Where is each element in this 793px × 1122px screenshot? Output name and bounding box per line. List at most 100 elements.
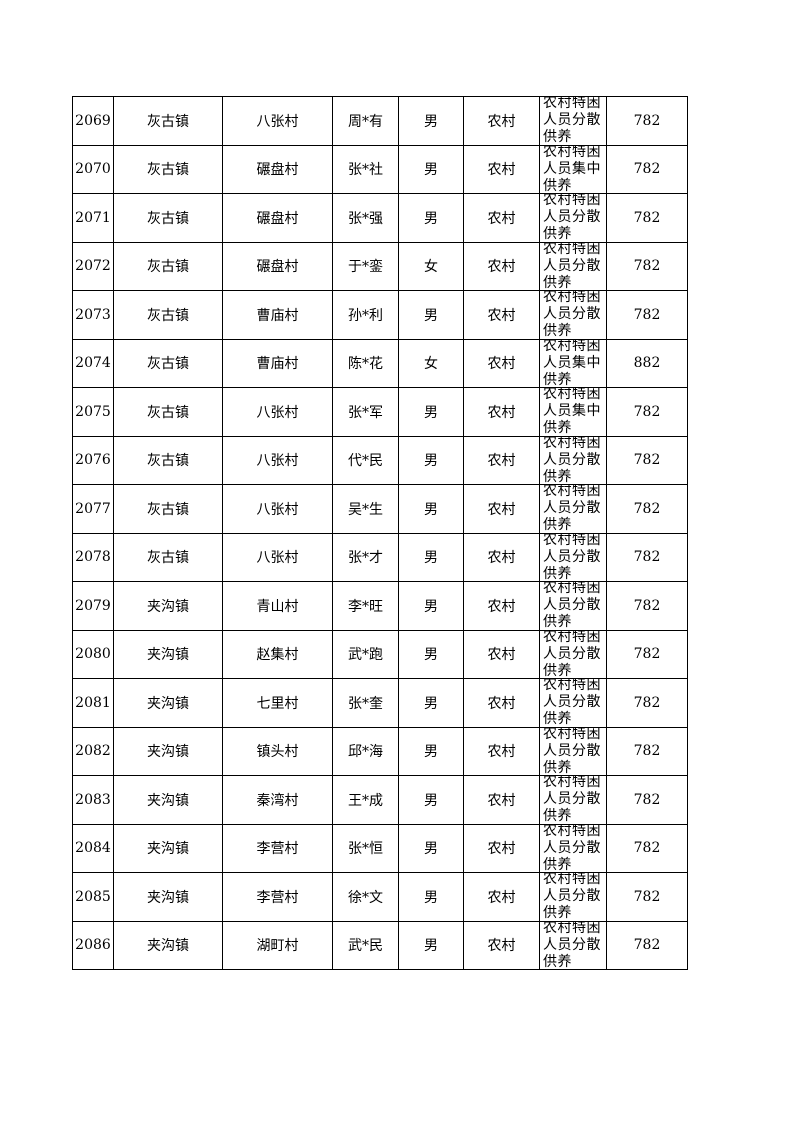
village-cell: 碾盘村: [222, 241, 333, 291]
gender-cell: 男: [398, 581, 464, 631]
village-cell: 七里村: [222, 678, 333, 728]
table-row: 2078 灰古镇 八张村 张*才男农村 农村特困人员分散供养 782: [72, 532, 688, 582]
support-category-text: 农村特困人员分散供养: [543, 436, 601, 484]
amount-cell: 782: [606, 920, 688, 970]
town-cell: 夹沟镇: [113, 920, 223, 970]
row-number-cell: 2086: [72, 920, 114, 970]
support-category-text: 农村特困人员分散供养: [543, 533, 601, 581]
residence-type-cell: 农村: [463, 290, 540, 340]
person-name-cell: 张*社: [332, 144, 399, 194]
village-cell: 赵集村: [222, 629, 333, 679]
gender-cell: 男: [398, 290, 464, 340]
support-category-text: 农村特困人员分散供养: [543, 242, 601, 290]
town-cell: 灰古镇: [113, 532, 223, 582]
amount-cell: 782: [606, 872, 688, 922]
residence-type-cell: 农村: [463, 872, 540, 922]
town-cell: 灰古镇: [113, 290, 223, 340]
residence-type-cell: 农村: [463, 144, 540, 194]
town-cell: 灰古镇: [113, 435, 223, 485]
amount-cell: 782: [606, 193, 688, 243]
person-name-cell: 孙*利: [332, 290, 399, 340]
support-category-cell: 农村特困人员集中供养: [539, 387, 607, 437]
person-name-cell: 武*跑: [332, 629, 399, 679]
village-cell: 镇头村: [222, 726, 333, 776]
support-category-cell: 农村特困人员分散供养: [539, 532, 607, 582]
gender-cell: 男: [398, 775, 464, 825]
row-number-cell: 2082: [72, 726, 114, 776]
data-table: 2069 灰古镇 八张村 周*有男农村 农村特困人员分散供养 782 2070 灰古镇 碾盘村张…: [72, 96, 688, 970]
table-row: 2077 灰古镇 八张村 吴*生男农村 农村特困人员分散供养 782: [72, 484, 688, 534]
row-number-cell: 2076: [72, 435, 114, 485]
row-number-cell: 2069: [72, 96, 114, 146]
row-number-cell: 2081: [72, 678, 114, 728]
row-number-cell: 2083: [72, 775, 114, 825]
amount-cell: 882: [606, 338, 688, 388]
residence-type-cell: 农村: [463, 775, 540, 825]
support-category-cell: 农村特困人员分散供养: [539, 823, 607, 873]
gender-cell: 男: [398, 96, 464, 146]
amount-cell: 782: [606, 387, 688, 437]
table-row: 2084 夹沟镇 李营村 张*恒男农村 农村特困人员分散供养 782: [72, 823, 688, 873]
support-category-cell: 农村特困人员分散供养: [539, 435, 607, 485]
amount-cell: 782: [606, 775, 688, 825]
support-category-text: 农村特困人员集中供养: [543, 388, 601, 436]
row-number-cell: 2080: [72, 629, 114, 679]
residence-type-cell: 农村: [463, 484, 540, 534]
row-number-cell: 2072: [72, 241, 114, 291]
village-cell: 八张村: [222, 484, 333, 534]
village-cell: 李营村: [222, 872, 333, 922]
gender-cell: 男: [398, 144, 464, 194]
table-row: 2072 灰古镇 碾盘村 于*銮女农村 农村特困人员分散供养 782: [72, 241, 688, 291]
person-name-cell: 李*旺: [332, 581, 399, 631]
row-number-cell: 2075: [72, 387, 114, 437]
village-cell: 碾盘村: [222, 193, 333, 243]
gender-cell: 男: [398, 726, 464, 776]
gender-cell: 男: [398, 872, 464, 922]
residence-type-cell: 农村: [463, 241, 540, 291]
support-category-cell: 农村特困人员分散供养: [539, 241, 607, 291]
residence-type-cell: 农村: [463, 629, 540, 679]
support-category-cell: 农村特困人员分散供养: [539, 290, 607, 340]
support-category-text: 农村特困人员分散供养: [543, 485, 601, 533]
residence-type-cell: 农村: [463, 920, 540, 970]
person-name-cell: 王*成: [332, 775, 399, 825]
person-name-cell: 邱*海: [332, 726, 399, 776]
residence-type-cell: 农村: [463, 726, 540, 776]
village-cell: 青山村: [222, 581, 333, 631]
support-category-text: 农村特困人员集中供养: [543, 145, 601, 193]
row-number-cell: 2078: [72, 532, 114, 582]
town-cell: 灰古镇: [113, 387, 223, 437]
support-category-text: 农村特困人员分散供养: [543, 727, 601, 775]
table-row: 2085 夹沟镇 李营村 徐*文男农村 农村特困人员分散供养 782: [72, 872, 688, 922]
support-category-text: 农村特困人员分散供养: [543, 921, 601, 969]
support-category-cell: 农村特困人员分散供养: [539, 629, 607, 679]
residence-type-cell: 农村: [463, 338, 540, 388]
table-row: 2082 夹沟镇 镇头村 邱*海男农村 农村特困人员分散供养 782: [72, 726, 688, 776]
support-category-cell: 农村特困人员集中供养: [539, 144, 607, 194]
village-cell: 碾盘村: [222, 144, 333, 194]
support-category-cell: 农村特困人员分散供养: [539, 920, 607, 970]
table-row: 2069 灰古镇 八张村 周*有男农村 农村特困人员分散供养 782: [72, 96, 688, 146]
gender-cell: 女: [398, 338, 464, 388]
amount-cell: 782: [606, 726, 688, 776]
row-number-cell: 2084: [72, 823, 114, 873]
gender-cell: 男: [398, 435, 464, 485]
support-category-text: 农村特困人员分散供养: [543, 630, 601, 678]
village-cell: 曹庙村: [222, 290, 333, 340]
support-category-text: 农村特困人员分散供养: [543, 824, 601, 872]
person-name-cell: 代*民: [332, 435, 399, 485]
village-cell: 曹庙村: [222, 338, 333, 388]
amount-cell: 782: [606, 532, 688, 582]
support-category-cell: 农村特困人员集中供养: [539, 338, 607, 388]
village-cell: 湖町村: [222, 920, 333, 970]
row-number-cell: 2073: [72, 290, 114, 340]
town-cell: 夹沟镇: [113, 872, 223, 922]
table-row: 2075 灰古镇 八张村 张*军男农村 农村特困人员集中供养 782: [72, 387, 688, 437]
village-cell: 八张村: [222, 96, 333, 146]
town-cell: 灰古镇: [113, 484, 223, 534]
residence-type-cell: 农村: [463, 435, 540, 485]
gender-cell: 男: [398, 920, 464, 970]
person-name-cell: 张*军: [332, 387, 399, 437]
row-number-cell: 2074: [72, 338, 114, 388]
gender-cell: 男: [398, 532, 464, 582]
